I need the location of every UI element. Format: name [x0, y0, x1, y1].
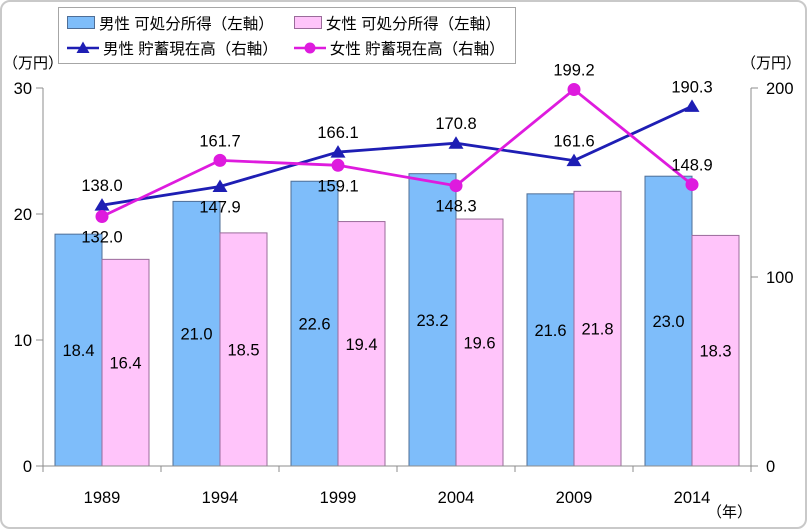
line-label-male-1999: 166.1 [317, 124, 358, 142]
bar-label-male-1999: 22.6 [298, 316, 330, 334]
marker-male-2009 [566, 153, 582, 167]
bar-male-1989 [54, 233, 103, 467]
line-label-female-1999: 159.1 [317, 177, 358, 195]
marker-female-2014 [685, 178, 699, 192]
legend-male-bar-swatch-icon [67, 16, 95, 29]
line-label-female-2009: 199.2 [553, 62, 594, 80]
right-tick-label: 0 [766, 458, 775, 476]
year-label: 2009 [556, 489, 593, 507]
line-label-male-2004: 170.8 [435, 115, 476, 133]
female-savings-line [101, 87, 693, 218]
year-label: 1989 [84, 489, 121, 507]
marker-male-1989 [94, 198, 110, 211]
legend-label-male-income: 男性 可処分所得（左軸） [99, 15, 274, 33]
bar-male-2004 [408, 173, 457, 467]
left-tick-label: 0 [23, 458, 32, 476]
bar-label-male-2014: 23.0 [652, 313, 684, 331]
bar-male-1994 [172, 200, 221, 467]
line-label-female-2014: 148.9 [671, 157, 712, 175]
male-savings-line [101, 105, 693, 207]
bar-label-female-1994: 18.5 [227, 341, 259, 359]
legend-female-bar-swatch-icon [293, 16, 322, 29]
legend-male-line-swatch-icon [67, 40, 99, 56]
left-axis-unit: （万円） [3, 55, 64, 72]
marker-female-2009 [567, 83, 581, 97]
legend-item-female-savings: 女性 貯蓄現在高（右軸） [293, 35, 505, 60]
bar-male-1999 [290, 180, 339, 467]
year-label: 1999 [320, 489, 357, 507]
bar-label-female-1999: 19.4 [345, 336, 377, 354]
year-label: 2004 [438, 489, 475, 507]
bar-female-2009 [573, 190, 622, 467]
line-label-male-2009: 161.6 [553, 133, 594, 151]
legend-item-male-income: 男性 可処分所得（左軸） [67, 10, 278, 35]
right-axis-unit: （万円） [740, 55, 801, 72]
bar-label-female-2014: 18.3 [699, 343, 731, 361]
marker-male-2014 [684, 99, 700, 112]
left-tick-label: 20 [14, 206, 32, 224]
legend-female-line-swatch-icon [293, 40, 326, 56]
marker-female-1999 [331, 158, 345, 172]
right-tick-label: 100 [766, 269, 794, 287]
legend: 男性 可処分所得（左軸） 女性 可処分所得（左軸） 男性 貯蓄現在高（右軸） 女… [58, 7, 516, 64]
marker-male-2004 [448, 136, 464, 149]
marker-female-2004 [449, 179, 463, 193]
bar-label-male-1989: 18.4 [62, 342, 94, 360]
marker-male-1994 [212, 179, 228, 192]
bar-label-male-1994: 21.0 [180, 326, 212, 344]
legend-label-male-savings: 男性 貯蓄現在高（右軸） [103, 40, 278, 58]
left-tick-label: 30 [14, 80, 32, 98]
marker-female-1989 [95, 210, 109, 224]
bar-male-2009 [526, 193, 575, 467]
line-label-male-1989: 138.0 [81, 177, 122, 195]
bar-label-female-2009: 21.8 [581, 321, 613, 339]
bar-female-2004 [455, 218, 504, 467]
bar-label-female-2004: 19.6 [463, 335, 495, 353]
bar-label-male-2009: 21.6 [534, 322, 566, 340]
line-label-female-2004: 148.3 [435, 198, 476, 216]
legend-label-female-income: 女性 可処分所得（左軸） [325, 15, 501, 33]
legend-label-female-savings: 女性 貯蓄現在高（右軸） [329, 40, 505, 58]
right-tick-label: 200 [766, 80, 794, 98]
bar-male-2014 [644, 175, 693, 467]
line-label-female-1989: 132.0 [81, 229, 122, 247]
year-label: 2014 [674, 489, 711, 507]
line-label-male-2014: 190.3 [671, 78, 712, 96]
line-label-male-1994: 147.9 [199, 198, 240, 216]
marker-male-1999 [330, 145, 346, 158]
left-tick-label: 10 [14, 332, 32, 350]
bar-female-1994 [219, 232, 268, 467]
year-label: 1994 [202, 489, 239, 507]
x-axis-unit: （年） [707, 504, 753, 521]
bar-female-2014 [691, 234, 740, 467]
marker-female-1994 [213, 153, 227, 167]
line-label-female-1994: 161.7 [199, 132, 240, 150]
legend-item-male-savings: 男性 貯蓄現在高（右軸） [67, 35, 278, 60]
bar-label-male-2004: 23.2 [416, 312, 448, 330]
legend-item-female-income: 女性 可処分所得（左軸） [293, 10, 505, 35]
bar-label-female-1989: 16.4 [109, 355, 141, 373]
